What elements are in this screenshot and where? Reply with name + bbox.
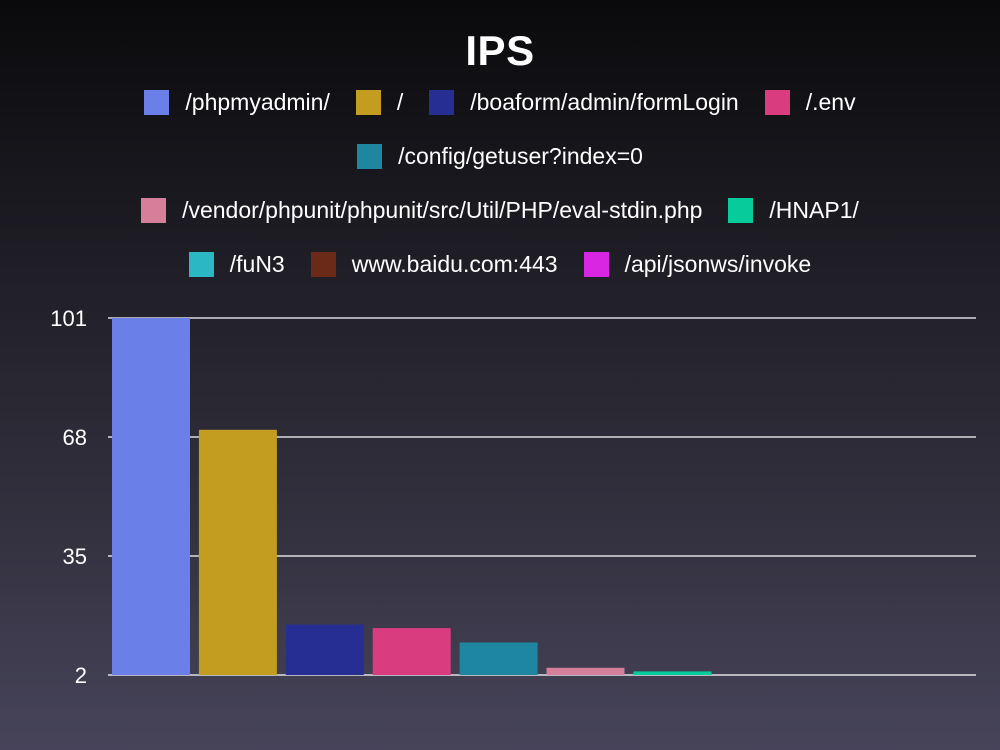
legend-label: /.env bbox=[805, 89, 856, 115]
legend-swatch bbox=[144, 89, 170, 115]
legend-swatch bbox=[728, 197, 754, 223]
legend-label: / bbox=[396, 89, 404, 115]
legend-swatch bbox=[583, 251, 609, 277]
legend-swatch bbox=[188, 251, 214, 277]
legend-row-3: /vendor/phpunit/phpunit/src/Util/PHP/eva… bbox=[0, 195, 1000, 225]
legend-row-4: /fuN3 www.baidu.com:443 /api/jsonws/invo… bbox=[0, 249, 1000, 279]
y-tick-label: 101 bbox=[50, 306, 87, 331]
legend-item-baidu[interactable]: www.baidu.com:443 bbox=[310, 249, 558, 279]
y-axis-ticks: 101 68 35 2 bbox=[50, 306, 87, 688]
legend-item-phpmyadmin[interactable]: /phpmyadmin/ bbox=[144, 87, 330, 117]
bar-1[interactable] bbox=[198, 429, 277, 675]
legend-label: /boaform/admin/formLogin bbox=[470, 89, 739, 115]
bar-6[interactable] bbox=[633, 671, 712, 675]
legend-item-config-getuser[interactable]: /config/getuser?index=0 bbox=[357, 141, 643, 171]
bar-4[interactable] bbox=[459, 642, 538, 676]
legend-row-2: /config/getuser?index=0 bbox=[0, 141, 1000, 171]
y-tick-label: 68 bbox=[63, 425, 87, 450]
legend-swatch bbox=[429, 89, 455, 115]
legend-item-hnap1[interactable]: /HNAP1/ bbox=[728, 195, 859, 225]
legend-swatch bbox=[310, 251, 336, 277]
legend-swatch bbox=[764, 89, 790, 115]
legend-label: www.baidu.com:443 bbox=[351, 251, 558, 277]
legend-item-boaform[interactable]: /boaform/admin/formLogin bbox=[429, 87, 739, 117]
legend-swatch bbox=[141, 197, 167, 223]
legend-label: /fuN3 bbox=[229, 251, 285, 277]
bar-3[interactable] bbox=[372, 628, 451, 675]
legend-label: /api/jsonws/invoke bbox=[624, 251, 812, 277]
legend-item-fun3[interactable]: /fuN3 bbox=[188, 249, 285, 279]
legend-row-1: /phpmyadmin/ / /boaform/admin/formLogin … bbox=[0, 87, 1000, 117]
bar-0[interactable] bbox=[112, 318, 190, 675]
legend-item-env[interactable]: /.env bbox=[764, 87, 856, 117]
legend-item-root[interactable]: / bbox=[355, 87, 404, 117]
legend-label: /phpmyadmin/ bbox=[185, 89, 330, 115]
legend-item-api-jsonws[interactable]: /api/jsonws/invoke bbox=[583, 249, 812, 279]
legend-item-phpunit[interactable]: /vendor/phpunit/phpunit/src/Util/PHP/eva… bbox=[141, 195, 702, 225]
y-tick-label: 2 bbox=[75, 663, 87, 688]
bar-2[interactable] bbox=[285, 624, 364, 676]
y-tick-label: 35 bbox=[63, 544, 87, 569]
chart-title: IPS bbox=[465, 27, 535, 74]
bar-5[interactable] bbox=[546, 667, 625, 675]
legend-label: /config/getuser?index=0 bbox=[398, 143, 643, 169]
legend-swatch bbox=[357, 143, 383, 169]
legend-swatch bbox=[355, 89, 381, 115]
bars bbox=[112, 318, 712, 676]
legend-label: /vendor/phpunit/phpunit/src/Util/PHP/eva… bbox=[182, 197, 703, 223]
legend-label: /HNAP1/ bbox=[769, 197, 859, 223]
